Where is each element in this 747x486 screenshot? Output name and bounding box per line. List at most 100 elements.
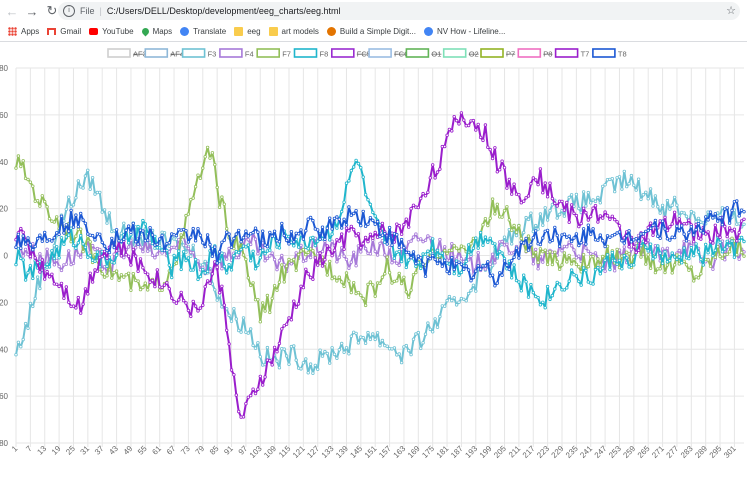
legend-label: F4 xyxy=(245,50,254,59)
data-point xyxy=(423,252,428,256)
data-point xyxy=(517,256,521,260)
legend-item-af3[interactable]: AF3 xyxy=(107,48,147,59)
data-point xyxy=(337,275,341,279)
data-point xyxy=(644,262,648,266)
legend-item-o2[interactable]: O2 xyxy=(442,48,479,59)
data-point xyxy=(486,145,490,149)
data-point xyxy=(110,236,114,241)
data-point xyxy=(330,346,334,350)
data-point xyxy=(328,247,332,251)
data-point xyxy=(31,184,35,188)
data-point xyxy=(536,295,540,300)
bookmark-item[interactable]: Translate xyxy=(180,27,226,36)
bookmark-star-icon[interactable]: ☆ xyxy=(726,5,736,17)
data-point xyxy=(304,245,308,250)
data-point xyxy=(526,234,531,238)
data-point xyxy=(28,263,33,268)
data-point xyxy=(308,215,313,220)
data-point xyxy=(423,194,428,198)
url-omnibox[interactable]: i File | C:/Users/DELL/Desktop/developme… xyxy=(58,2,740,20)
data-point xyxy=(366,222,370,226)
legend-item-t7[interactable]: T7 xyxy=(554,48,590,59)
bookmark-item[interactable]: YouTube xyxy=(89,27,134,36)
data-point xyxy=(74,306,78,310)
legend-label: P8 xyxy=(543,50,552,59)
y-tick-label: -20 xyxy=(0,298,9,307)
data-point xyxy=(227,313,231,318)
data-point xyxy=(644,190,648,194)
data-point xyxy=(672,195,677,200)
data-point xyxy=(419,266,423,271)
data-point xyxy=(483,267,488,271)
data-point xyxy=(256,263,260,267)
data-point xyxy=(641,234,646,239)
legend-item-af4[interactable]: AF4 xyxy=(144,48,184,59)
data-point xyxy=(692,233,696,237)
data-point xyxy=(524,196,528,200)
legend-item-f7[interactable]: F7 xyxy=(256,48,291,59)
data-point xyxy=(181,298,186,303)
data-point xyxy=(672,255,677,259)
data-point xyxy=(605,234,610,238)
legend-item-f8[interactable]: F8 xyxy=(293,48,329,59)
data-point xyxy=(304,228,308,233)
data-point xyxy=(304,357,308,361)
data-point xyxy=(363,192,368,197)
legend-swatch xyxy=(442,48,467,58)
x-tick-label: 175 xyxy=(420,444,436,460)
legend-item-p8[interactable]: P8 xyxy=(517,48,552,59)
data-point xyxy=(426,190,430,194)
data-point xyxy=(569,239,574,244)
bookmark-item[interactable]: Maps xyxy=(140,26,172,37)
info-icon[interactable]: i xyxy=(63,5,75,17)
legend-item-fc5[interactable]: FC5 xyxy=(330,48,371,59)
data-point xyxy=(601,266,605,271)
reload-icon[interactable]: ↻ xyxy=(46,3,58,18)
url-text[interactable]: C:/Users/DELL/Desktop/development/eeg_ch… xyxy=(106,6,341,16)
data-point xyxy=(481,223,485,227)
data-point xyxy=(426,321,430,325)
data-point xyxy=(529,211,533,215)
data-point xyxy=(505,205,509,209)
forward-arrow-icon[interactable]: → xyxy=(25,3,39,19)
data-point xyxy=(340,209,344,214)
legend-item-o1[interactable]: O1 xyxy=(405,48,441,59)
data-point xyxy=(141,285,145,290)
bookmark-item[interactable]: Gmail xyxy=(47,27,81,36)
bookmark-item[interactable]: NV How - Lifeline... xyxy=(423,27,505,36)
data-point xyxy=(543,248,547,252)
data-point xyxy=(86,168,90,172)
data-point xyxy=(493,212,497,216)
data-point xyxy=(138,245,143,249)
data-point xyxy=(59,236,64,240)
data-point xyxy=(407,258,411,262)
data-point xyxy=(404,290,408,294)
data-point xyxy=(483,235,488,239)
data-point xyxy=(490,273,495,277)
legend-item-p7[interactable]: P7 xyxy=(480,48,515,59)
data-point xyxy=(222,238,226,242)
data-point xyxy=(215,261,219,265)
back-arrow-icon[interactable]: ← xyxy=(5,3,19,19)
bookmark-item[interactable]: Apps xyxy=(8,27,39,36)
data-point xyxy=(256,341,260,345)
data-point xyxy=(620,267,624,271)
data-point xyxy=(210,272,215,276)
bookmark-item[interactable]: art models xyxy=(268,27,319,36)
data-point xyxy=(239,240,243,244)
bookmark-item[interactable]: eeg xyxy=(234,27,261,36)
legend-item-t8[interactable]: T8 xyxy=(592,48,627,59)
data-point xyxy=(706,258,710,262)
legend-item-f4[interactable]: F4 xyxy=(219,48,254,59)
data-point xyxy=(105,221,109,225)
data-point xyxy=(270,363,274,367)
bookmark-item[interactable]: Build a Simple Digit... xyxy=(326,27,416,36)
data-point xyxy=(258,320,262,324)
data-point xyxy=(665,263,670,267)
legend-item-fc6[interactable]: FC6 xyxy=(368,48,408,59)
data-point xyxy=(296,245,301,249)
data-point xyxy=(280,327,284,331)
data-point xyxy=(574,262,579,267)
data-point xyxy=(581,190,586,194)
legend-item-f3[interactable]: F3 xyxy=(181,48,217,59)
